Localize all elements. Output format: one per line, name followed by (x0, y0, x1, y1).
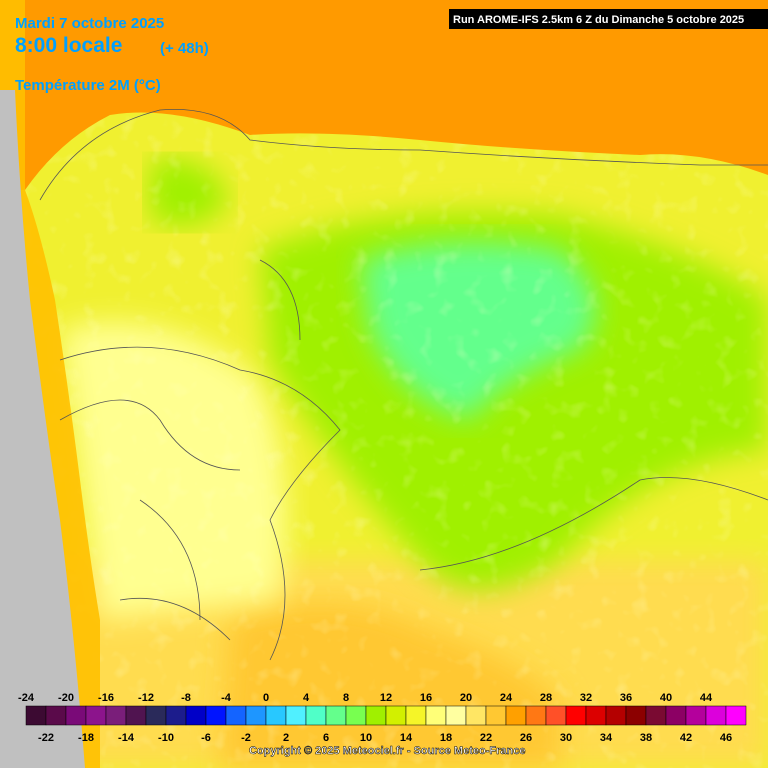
legend-label: 36 (620, 692, 632, 704)
legend-cell (65, 705, 87, 726)
legend-cell (525, 705, 547, 726)
legend-label: 16 (420, 692, 432, 704)
legend-cell (685, 705, 707, 726)
legend-cell (365, 705, 387, 726)
legend-cell (245, 705, 267, 726)
legend-cell (85, 705, 107, 726)
legend-label: -12 (138, 692, 154, 704)
legend-label: 14 (400, 732, 413, 744)
no-data (0, 90, 85, 768)
legend-label: 8 (343, 692, 349, 704)
legend-label: 32 (580, 692, 592, 704)
legend-label: 38 (640, 732, 652, 744)
legend-cell (265, 705, 287, 726)
legend-label: 26 (520, 732, 532, 744)
legend-cell (405, 705, 427, 726)
legend-label: -10 (158, 732, 174, 744)
legend-cell (445, 705, 467, 726)
legend-label: 46 (720, 732, 732, 744)
date: Mardi 7 octobre 2025 (15, 15, 164, 32)
legend-cell (45, 705, 67, 726)
legend-label: 12 (380, 692, 392, 704)
legend-cell (545, 705, 567, 726)
legend-cell (465, 705, 487, 726)
legend-label: 10 (360, 732, 372, 744)
legend-cell (565, 705, 587, 726)
legend-cell (485, 705, 507, 726)
legend-label: -4 (221, 692, 232, 704)
legend-cell (665, 705, 687, 726)
legend-cell (145, 705, 167, 726)
copyright: Copyright © 2025 Meteociel.fr - Source M… (249, 745, 525, 757)
legend-label: -16 (98, 692, 114, 704)
legend: -24-22-20-18-16-14-12-10-8-6-4-202468101… (18, 692, 747, 744)
legend-cell (585, 705, 607, 726)
legend-label: 18 (440, 732, 452, 744)
legend-cell (425, 705, 447, 726)
legend-label: -6 (201, 732, 211, 744)
legend-cell (385, 705, 407, 726)
run-box (449, 9, 768, 29)
legend-cell (225, 705, 247, 726)
field-name: Température 2M (°C) (15, 77, 161, 94)
legend-cell (645, 705, 667, 726)
legend-cell (605, 705, 627, 726)
legend-label: 2 (283, 732, 289, 744)
legend-label: 6 (323, 732, 329, 744)
legend-label: 40 (660, 692, 672, 704)
legend-cell (705, 705, 727, 726)
legend-label: -8 (181, 692, 191, 704)
legend-label: 4 (303, 692, 310, 704)
legend-label: -22 (38, 732, 54, 744)
legend-label: -20 (58, 692, 74, 704)
sea-warm (0, 0, 768, 190)
legend-cell (325, 705, 347, 726)
legend-label: 30 (560, 732, 572, 744)
lead-time: (+ 48h) (160, 40, 209, 57)
legend-cell (505, 705, 527, 726)
legend-label: 28 (540, 692, 552, 704)
legend-cell (125, 705, 147, 726)
run-info: Run AROME-IFS 2.5km 6 Z du Dimanche 5 oc… (453, 14, 744, 26)
borders (39, 109, 768, 661)
legend-label: 0 (263, 692, 269, 704)
legend-cell (625, 705, 647, 726)
legend-cell (25, 705, 47, 726)
legend-label: 20 (460, 692, 472, 704)
legend-cell (305, 705, 327, 726)
legend-cell (345, 705, 367, 726)
legend-label: 42 (680, 732, 692, 744)
legend-cell (165, 705, 187, 726)
legend-label: 44 (700, 692, 713, 704)
legend-label: -24 (18, 692, 35, 704)
legend-cell (205, 705, 227, 726)
legend-label: 34 (600, 732, 613, 744)
legend-label: 22 (480, 732, 492, 744)
legend-cell (185, 705, 207, 726)
time: 8:00 locale (15, 34, 122, 57)
legend-label: -2 (241, 732, 251, 744)
legend-label: -14 (118, 732, 135, 744)
legend-cell (725, 705, 747, 726)
legend-label: -18 (78, 732, 94, 744)
legend-label: 24 (500, 692, 513, 704)
legend-cell (285, 705, 307, 726)
legend-cell (105, 705, 127, 726)
